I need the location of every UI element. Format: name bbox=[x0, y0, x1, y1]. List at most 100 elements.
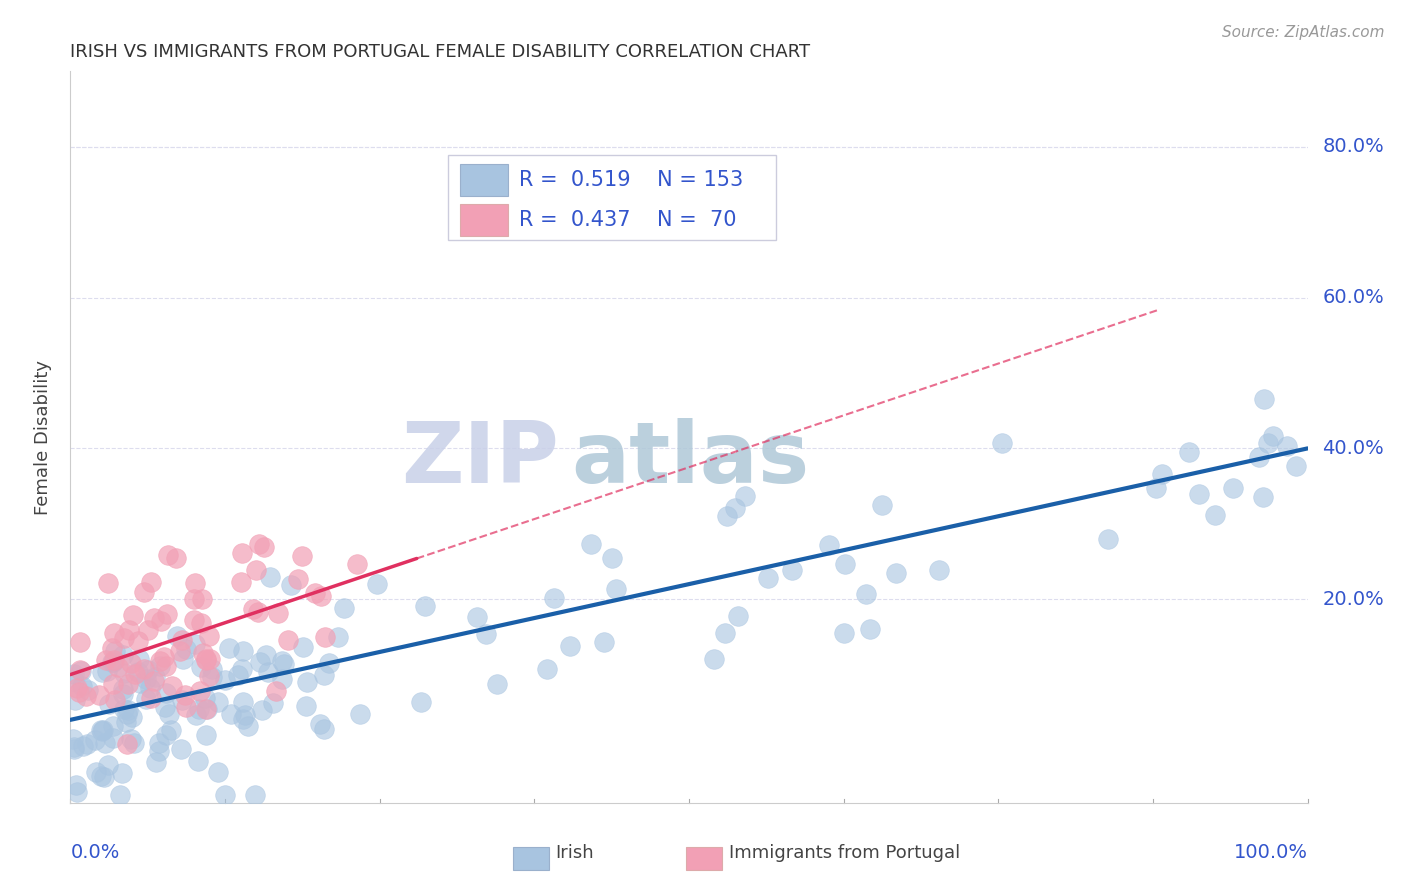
Point bbox=[1150, 467, 1173, 481]
Point bbox=[291, 549, 314, 563]
Point bbox=[332, 601, 354, 615]
Point bbox=[291, 640, 314, 655]
Point bbox=[214, 789, 236, 803]
Point bbox=[218, 640, 240, 655]
Point bbox=[121, 731, 143, 746]
Point bbox=[67, 685, 90, 699]
Point bbox=[184, 576, 207, 591]
Point bbox=[139, 691, 162, 706]
Point bbox=[238, 719, 260, 733]
Point bbox=[66, 784, 89, 798]
Point bbox=[884, 566, 907, 580]
Point bbox=[128, 652, 150, 666]
Point bbox=[115, 737, 138, 751]
Point bbox=[65, 692, 87, 706]
Point bbox=[134, 672, 156, 686]
Point bbox=[703, 652, 725, 666]
Point bbox=[273, 657, 295, 672]
Point bbox=[124, 666, 146, 681]
Point bbox=[76, 737, 98, 751]
Point bbox=[162, 679, 184, 693]
Text: R =  0.519    N = 153: R = 0.519 N = 153 bbox=[519, 169, 744, 190]
Text: 0.0%: 0.0% bbox=[70, 843, 120, 862]
Point bbox=[271, 673, 294, 687]
Point bbox=[309, 589, 332, 603]
Point bbox=[90, 665, 112, 679]
Point bbox=[101, 655, 124, 669]
Point bbox=[366, 576, 388, 591]
Point bbox=[1178, 444, 1201, 458]
Point bbox=[120, 656, 142, 670]
Point bbox=[232, 713, 254, 727]
Point bbox=[855, 586, 877, 600]
Point bbox=[110, 789, 132, 803]
Point bbox=[97, 576, 120, 591]
Point bbox=[148, 744, 170, 758]
Point bbox=[536, 662, 558, 676]
Point bbox=[235, 707, 257, 722]
Point bbox=[581, 537, 603, 551]
FancyBboxPatch shape bbox=[460, 163, 509, 195]
Point bbox=[112, 631, 135, 645]
Point bbox=[187, 754, 209, 768]
Point bbox=[259, 570, 281, 584]
Point bbox=[817, 538, 839, 552]
Point bbox=[65, 778, 87, 792]
Point bbox=[859, 622, 882, 636]
Point bbox=[142, 673, 165, 688]
Point bbox=[96, 664, 118, 678]
Point bbox=[287, 573, 309, 587]
Point bbox=[90, 723, 112, 737]
Point bbox=[264, 683, 287, 698]
Point bbox=[602, 551, 624, 566]
Point bbox=[87, 688, 110, 702]
Point bbox=[1247, 450, 1270, 465]
Point bbox=[195, 702, 218, 716]
Point bbox=[304, 586, 326, 600]
Point bbox=[149, 658, 172, 673]
Point bbox=[149, 654, 172, 668]
Point bbox=[214, 673, 236, 688]
Point bbox=[127, 665, 149, 680]
Point bbox=[990, 436, 1012, 450]
Point bbox=[605, 582, 627, 596]
Point bbox=[716, 508, 738, 523]
Point bbox=[172, 632, 194, 647]
Point bbox=[756, 571, 779, 585]
Point bbox=[252, 702, 274, 716]
Text: IRISH VS IMMIGRANTS FROM PORTUGAL FEMALE DISABILITY CORRELATION CHART: IRISH VS IMMIGRANTS FROM PORTUGAL FEMALE… bbox=[70, 44, 810, 62]
Text: 80.0%: 80.0% bbox=[1323, 137, 1384, 156]
Point bbox=[184, 637, 207, 651]
FancyBboxPatch shape bbox=[460, 204, 509, 236]
Point bbox=[100, 641, 122, 656]
Point bbox=[195, 652, 218, 666]
Point bbox=[194, 653, 217, 667]
Point bbox=[128, 676, 150, 690]
Point bbox=[253, 540, 276, 554]
Point bbox=[349, 707, 371, 722]
Point bbox=[232, 644, 254, 658]
Point bbox=[138, 663, 160, 677]
Point bbox=[219, 706, 242, 721]
Point bbox=[194, 691, 217, 706]
Point bbox=[1188, 487, 1211, 501]
Point bbox=[98, 698, 121, 712]
Point bbox=[117, 676, 139, 690]
Point bbox=[155, 728, 177, 742]
Point bbox=[727, 609, 749, 624]
Point bbox=[190, 660, 212, 674]
Point bbox=[117, 623, 139, 637]
Point bbox=[169, 742, 191, 756]
Point bbox=[277, 633, 299, 648]
Point bbox=[1253, 392, 1275, 406]
Point bbox=[148, 736, 170, 750]
Text: ZIP: ZIP bbox=[401, 417, 560, 500]
Point bbox=[231, 546, 253, 560]
Point bbox=[63, 667, 86, 681]
Point bbox=[63, 742, 86, 756]
Point bbox=[103, 652, 125, 666]
Point bbox=[713, 626, 735, 640]
Point bbox=[832, 626, 855, 640]
Point bbox=[183, 613, 205, 627]
Point bbox=[295, 675, 318, 690]
